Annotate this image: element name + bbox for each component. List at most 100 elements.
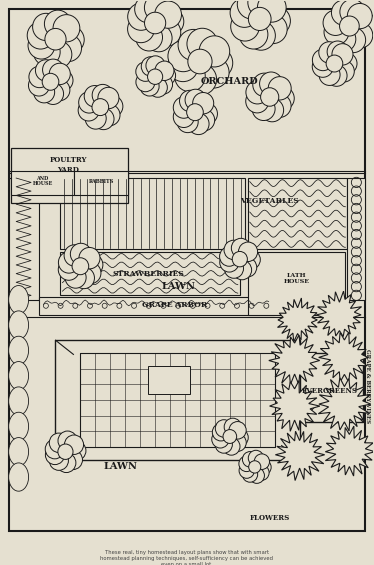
Circle shape	[252, 97, 275, 120]
Circle shape	[153, 75, 172, 94]
Circle shape	[239, 456, 254, 472]
Bar	[80, 353, 275, 447]
Circle shape	[168, 50, 198, 81]
Circle shape	[148, 69, 163, 84]
Circle shape	[49, 433, 68, 453]
Text: GRAPE ARBOR: GRAPE ARBOR	[142, 301, 208, 308]
Circle shape	[256, 459, 271, 475]
Circle shape	[224, 240, 243, 260]
Polygon shape	[9, 463, 28, 491]
Text: RABBITS: RABBITS	[89, 179, 114, 184]
Circle shape	[199, 36, 230, 67]
Circle shape	[260, 72, 282, 95]
Circle shape	[215, 436, 232, 453]
Circle shape	[332, 44, 353, 65]
Text: FLOWERS: FLOWERS	[249, 514, 290, 521]
Circle shape	[146, 56, 165, 75]
Circle shape	[67, 441, 86, 460]
Circle shape	[233, 260, 252, 280]
Circle shape	[249, 468, 264, 484]
Circle shape	[136, 24, 163, 51]
Circle shape	[173, 97, 194, 118]
Circle shape	[187, 104, 203, 121]
Text: ORCHARD: ORCHARD	[201, 77, 259, 86]
Circle shape	[196, 103, 217, 124]
Polygon shape	[318, 378, 371, 431]
Bar	[347, 178, 365, 299]
Circle shape	[351, 12, 374, 37]
Circle shape	[319, 42, 340, 63]
Circle shape	[63, 450, 83, 470]
Circle shape	[193, 93, 214, 114]
Circle shape	[242, 451, 258, 467]
Circle shape	[247, 21, 275, 50]
Text: LAWN: LAWN	[103, 462, 137, 471]
Bar	[248, 252, 346, 315]
Circle shape	[155, 61, 174, 80]
Text: These real, tiny homestead layout plans show that with smart
homestead planning : These real, tiny homestead layout plans …	[101, 550, 273, 565]
Circle shape	[242, 467, 258, 482]
Circle shape	[319, 64, 340, 85]
Circle shape	[92, 84, 113, 106]
Text: LAWN: LAWN	[161, 282, 195, 291]
Bar	[248, 178, 347, 249]
Circle shape	[140, 77, 159, 96]
Text: VEGETABLES: VEGETABLES	[240, 197, 299, 205]
Circle shape	[232, 251, 247, 267]
Circle shape	[224, 259, 243, 279]
Circle shape	[229, 434, 246, 451]
Circle shape	[223, 438, 240, 455]
Circle shape	[262, 6, 290, 36]
Text: LATH
HOUSE: LATH HOUSE	[283, 273, 310, 284]
Circle shape	[49, 80, 70, 101]
Circle shape	[168, 41, 199, 72]
Circle shape	[237, 0, 266, 19]
Polygon shape	[269, 335, 320, 384]
Text: EVERGREENS: EVERGREENS	[301, 387, 358, 395]
Circle shape	[145, 24, 172, 52]
Text: STRAWBERRIES: STRAWBERRIES	[112, 270, 184, 279]
Circle shape	[156, 66, 175, 85]
Circle shape	[57, 453, 76, 472]
Circle shape	[33, 38, 60, 66]
Circle shape	[254, 454, 270, 470]
Circle shape	[136, 72, 155, 92]
Circle shape	[220, 247, 239, 266]
Circle shape	[58, 444, 73, 459]
Circle shape	[135, 0, 162, 23]
Circle shape	[261, 88, 279, 106]
Circle shape	[58, 26, 84, 53]
Circle shape	[155, 1, 181, 28]
Circle shape	[248, 7, 271, 31]
Circle shape	[73, 267, 95, 289]
Circle shape	[53, 15, 80, 42]
Circle shape	[49, 451, 68, 470]
Circle shape	[42, 73, 59, 90]
Circle shape	[178, 29, 209, 60]
Bar	[74, 171, 128, 195]
Circle shape	[55, 34, 82, 62]
Circle shape	[202, 47, 233, 79]
Circle shape	[261, 98, 283, 122]
Circle shape	[28, 32, 55, 59]
Circle shape	[144, 0, 171, 21]
Circle shape	[347, 3, 372, 29]
Circle shape	[99, 105, 120, 126]
Circle shape	[92, 99, 109, 116]
Polygon shape	[9, 285, 28, 314]
Circle shape	[175, 60, 205, 92]
Bar	[10, 147, 128, 203]
Circle shape	[188, 113, 209, 134]
Circle shape	[58, 252, 79, 273]
Circle shape	[212, 431, 229, 448]
Bar	[148, 366, 190, 394]
Circle shape	[177, 111, 198, 133]
Circle shape	[78, 99, 99, 121]
Polygon shape	[9, 336, 28, 364]
Circle shape	[258, 15, 287, 44]
Circle shape	[144, 12, 166, 34]
Circle shape	[98, 88, 119, 108]
Circle shape	[70, 244, 91, 264]
Circle shape	[80, 262, 101, 284]
Circle shape	[45, 445, 64, 464]
